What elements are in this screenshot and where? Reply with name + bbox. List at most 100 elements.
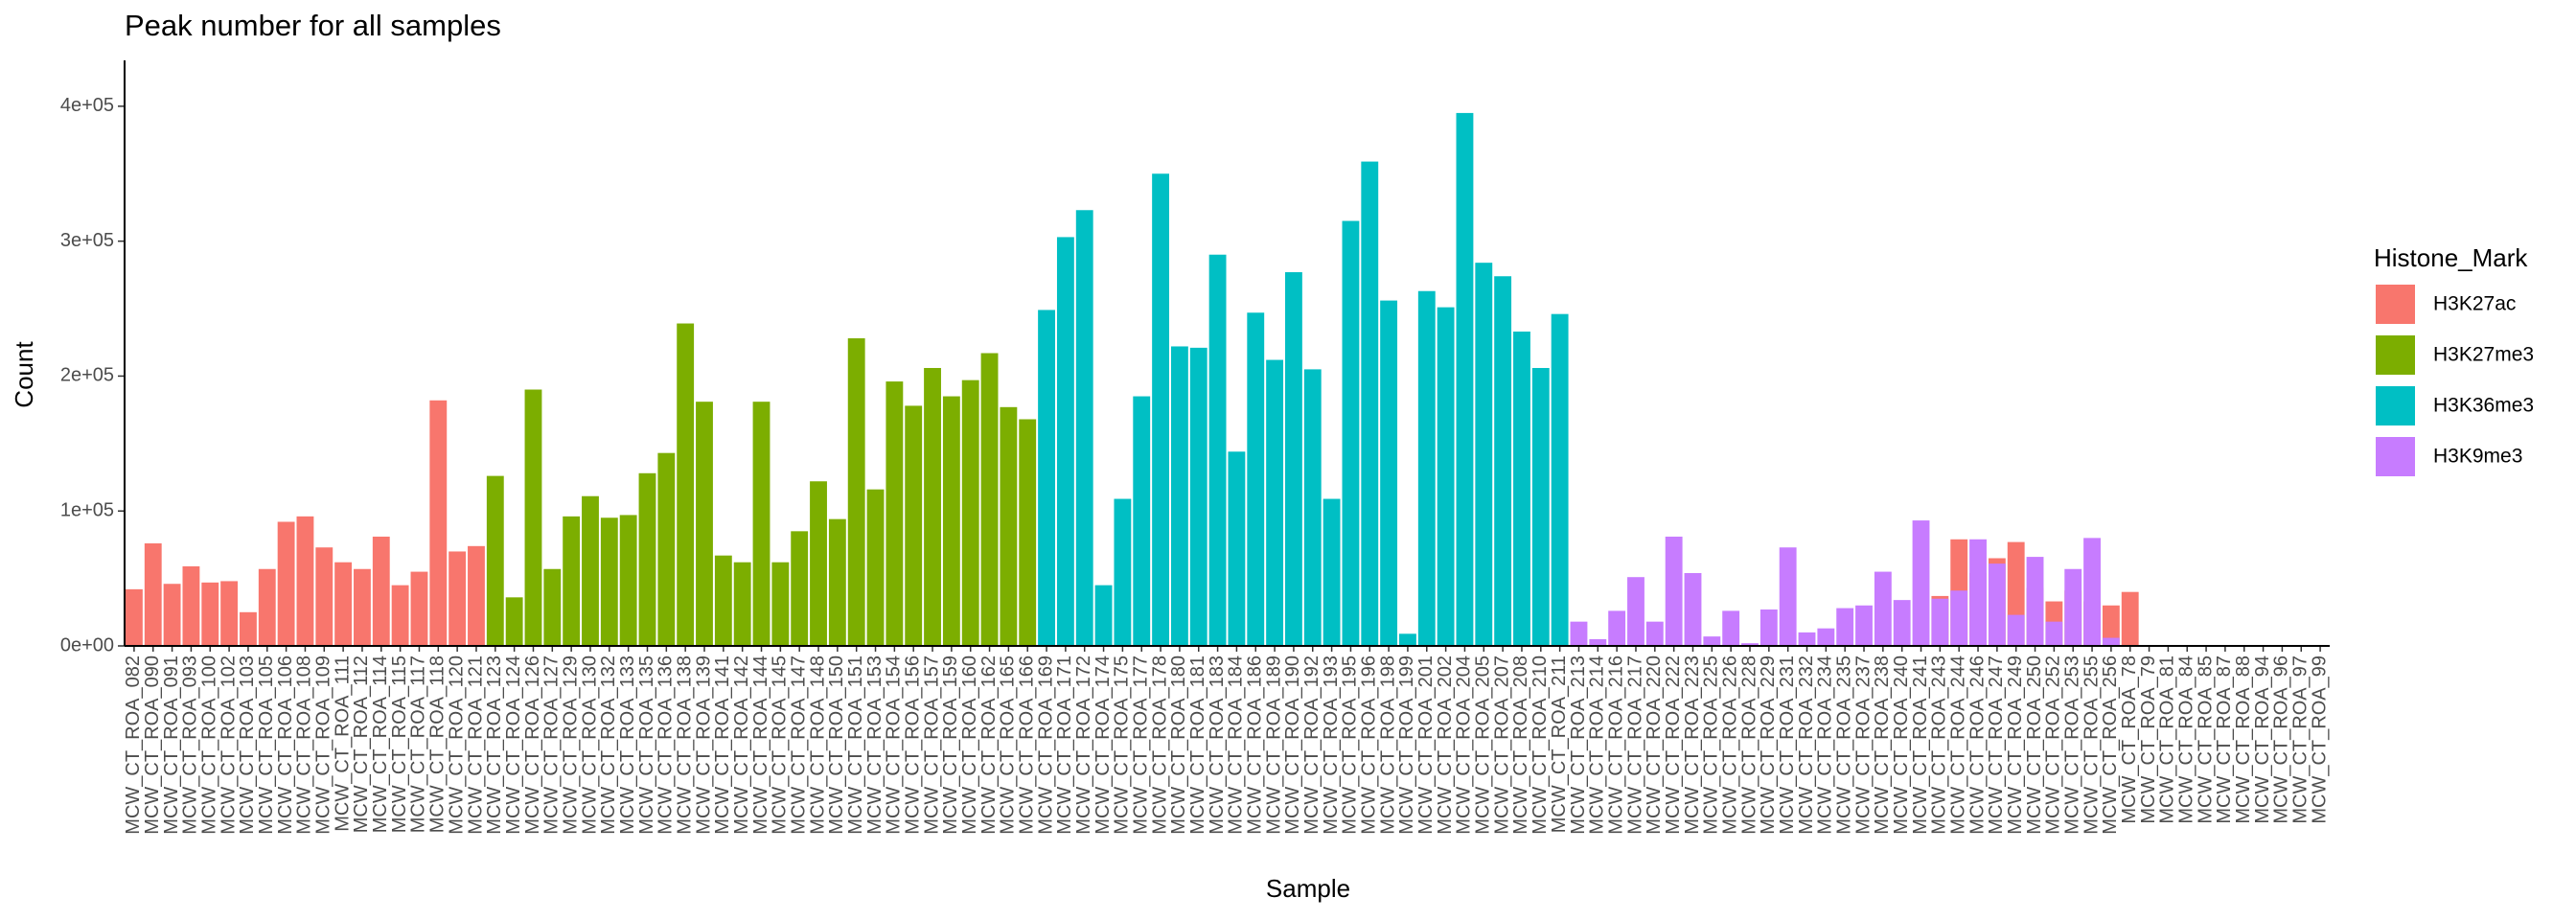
x-tick-label: MCW_CT_ROA_205 [1473, 656, 1494, 835]
bar [201, 582, 219, 646]
x-tick-label: MCW_CT_ROA_123 [484, 656, 505, 835]
bar [1950, 590, 1968, 646]
bar [1342, 220, 1360, 646]
x-tick-label: MCW_CT_ROA_207 [1491, 656, 1512, 835]
bar [372, 536, 390, 646]
x-tick-label: MCW_CT_ROA_252 [2043, 656, 2064, 835]
bar [1266, 359, 1284, 646]
x-tick-label: MCW_CT_ROA_157 [921, 656, 942, 835]
bar [448, 551, 467, 646]
x-tick-label: MCW_CT_ROA_100 [199, 656, 220, 835]
bar [1114, 498, 1132, 646]
x-tick-label: MCW_CT_ROA_145 [770, 656, 791, 835]
x-tick-label: MCW_CT_ROA_165 [998, 656, 1019, 835]
bar [1075, 210, 1093, 646]
bar [2083, 538, 2101, 646]
bar [1303, 369, 1322, 646]
x-tick-label: MCW_CT_ROA_220 [1644, 656, 1665, 835]
x-tick-label: MCW_CT_ROA_177 [1131, 656, 1152, 835]
x-tick-label: MCW_CT_ROA_231 [1777, 656, 1798, 835]
x-tick-label: MCW_CT_ROA_85 [2195, 656, 2216, 824]
x-tick-label: MCW_CT_ROA_139 [693, 656, 714, 835]
bar [1988, 564, 2006, 646]
x-tick-label: MCW_CT_ROA_175 [1112, 656, 1133, 835]
x-tick-label: MCW_CT_ROA_232 [1796, 656, 1817, 835]
x-tick-label: MCW_CT_ROA_226 [1719, 656, 1740, 835]
x-tick-label: MCW_CT_ROA_234 [1815, 656, 1836, 835]
x-tick-label: MCW_CT_ROA_216 [1605, 656, 1626, 835]
x-tick-label: MCW_CT_ROA_97 [2290, 656, 2312, 824]
x-tick-label: MCW_CT_ROA_091 [161, 656, 182, 835]
bar [1152, 173, 1169, 647]
x-axis-title: Sample [1266, 874, 1350, 903]
bar [334, 562, 353, 646]
bar [1170, 346, 1188, 646]
x-tick-label: MCW_CT_ROA_156 [902, 656, 923, 835]
x-tick-label: MCW_CT_ROA_120 [446, 656, 467, 835]
x-tick-label: MCW_CT_ROA_222 [1663, 656, 1684, 835]
x-tick-label: MCW_CT_ROA_204 [1454, 656, 1475, 835]
x-tick-label: MCW_CT_ROA_229 [1758, 656, 1779, 835]
bar [752, 402, 770, 646]
x-tick-label: MCW_CT_ROA_84 [2176, 656, 2197, 824]
x-tick-label: MCW_CT_ROA_151 [845, 656, 866, 835]
x-tick-label: MCW_CT_ROA_213 [1568, 656, 1589, 835]
x-tick-label: MCW_CT_ROA_228 [1738, 656, 1760, 835]
x-tick-label: MCW_CT_ROA_250 [2024, 656, 2045, 835]
x-tick-label: MCW_CT_ROA_202 [1435, 656, 1456, 835]
bar [125, 588, 143, 646]
x-tick-label: MCW_CT_ROA_109 [313, 656, 334, 835]
bar [486, 475, 504, 646]
bar [1513, 331, 1530, 646]
x-tick-label: MCW_CT_ROA_180 [1168, 656, 1189, 835]
bar [696, 402, 713, 646]
bar [1189, 347, 1208, 646]
bar [505, 597, 523, 646]
x-tick-label: MCW_CT_ROA_217 [1624, 656, 1645, 835]
legend-label: H3K9me3 [2433, 446, 2522, 468]
bar [1019, 419, 1037, 646]
x-tick-label: MCW_CT_ROA_142 [731, 656, 752, 835]
x-tick-label: MCW_CT_ROA_150 [826, 656, 847, 835]
x-tick-label: MCW_CT_ROA_184 [1226, 656, 1247, 835]
x-tick-label: MCW_CT_ROA_121 [465, 656, 486, 835]
x-tick-label: MCW_CT_ROA_96 [2271, 656, 2292, 824]
bar [638, 472, 656, 646]
bar [677, 323, 695, 646]
x-tick-label: MCW_CT_ROA_166 [1017, 656, 1038, 835]
x-tick-label: MCW_CT_ROA_174 [1092, 656, 1114, 835]
bar [258, 568, 276, 646]
y-tick-label: 0e+00 [60, 634, 114, 656]
bar [1228, 451, 1246, 646]
x-tick-label: MCW_CT_ROA_99 [2309, 656, 2330, 824]
bar [1665, 536, 1683, 646]
x-tick-label: MCW_CT_ROA_093 [180, 656, 201, 835]
x-tick-label: MCW_CT_ROA_082 [123, 656, 144, 835]
x-tick-label: MCW_CT_ROA_243 [1929, 656, 1950, 835]
bar [905, 405, 923, 646]
x-tick-label: MCW_CT_ROA_172 [1073, 656, 1094, 835]
x-tick-label: MCW_CT_ROA_192 [1301, 656, 1322, 835]
x-tick-label: MCW_CT_ROA_103 [237, 656, 258, 835]
x-tick-label: MCW_CT_ROA_129 [560, 656, 581, 835]
y-tick-label: 4e+05 [60, 95, 114, 116]
bar [354, 568, 371, 646]
x-tick-label: MCW_CT_ROA_211 [1549, 656, 1570, 833]
legend-swatch [2376, 335, 2415, 375]
x-tick-label: MCW_CT_ROA_171 [1054, 656, 1075, 835]
bar [220, 581, 239, 646]
x-tick-label: MCW_CT_ROA_090 [142, 656, 163, 835]
bar [866, 489, 885, 646]
x-tick-label: MCW_CT_ROA_138 [674, 656, 695, 835]
x-tick-label: MCW_CT_ROA_108 [294, 656, 315, 835]
bar [1836, 608, 1854, 646]
bar [2007, 614, 2025, 646]
x-tick-label: MCW_CT_ROA_181 [1187, 656, 1208, 835]
x-tick-label: MCW_CT_ROA_190 [1282, 656, 1303, 835]
bar [619, 515, 637, 646]
bar [1361, 161, 1379, 646]
bar [1855, 605, 1873, 646]
x-tick-label: MCW_CT_ROA_195 [1340, 656, 1361, 835]
x-tick-label: MCW_CT_ROA_244 [1947, 656, 1968, 835]
bar [315, 547, 334, 646]
